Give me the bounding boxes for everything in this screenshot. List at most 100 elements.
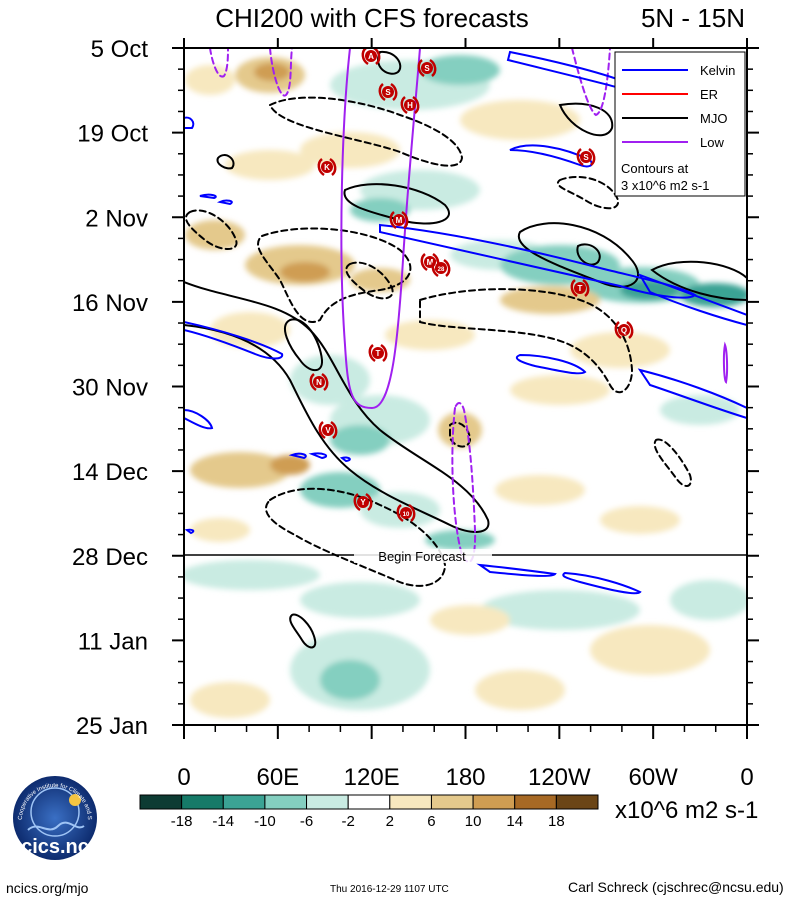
storm-marker: 28 (431, 258, 451, 278)
colorbar-cell (306, 794, 349, 810)
x-tick-label: 0 (177, 764, 190, 791)
storm-arm (309, 372, 329, 392)
x-tick-label: 120W (528, 764, 591, 791)
storm-marker: Q (614, 320, 634, 340)
colorbar-tick-label: 6 (427, 813, 435, 830)
colorbar-cell (514, 794, 557, 810)
storm-marker: K (317, 157, 337, 177)
legend-label-mjo: MJO (700, 111, 727, 126)
y-tick-label: 30 Nov (72, 375, 148, 402)
storm-label: T (376, 349, 381, 358)
legend-label-er: ER (700, 87, 718, 102)
storm-label: Y (360, 498, 366, 507)
storm-dot (421, 62, 433, 74)
storm-arm (417, 58, 437, 78)
storm-label: S (424, 64, 430, 73)
storm-marker: V (318, 420, 338, 440)
contour-lines (184, 48, 747, 649)
storm-label: T (578, 284, 583, 293)
storm-dot (574, 282, 586, 294)
colorbar-cell (181, 794, 224, 810)
storm-arm (576, 147, 596, 167)
storm-marker: S (378, 82, 398, 102)
legend-note-line2: 3 x10^6 m2 s-1 (621, 178, 709, 193)
colorbar-tick-label: -6 (300, 813, 313, 830)
storm-label: 28 (438, 267, 445, 273)
colorbar: -18 -14 -10 -6 -2 2 6 10 14 18 (139, 794, 599, 830)
storm-dot (321, 161, 333, 173)
colorbar-tick-label: 10 (465, 813, 482, 830)
storm-dot (580, 151, 592, 163)
y-tick-label: 16 Nov (72, 290, 148, 317)
storm-label: M (396, 216, 403, 225)
y-tick-label: 14 Dec (72, 459, 148, 486)
y-tick-label: 19 Oct (77, 121, 148, 148)
storm-marker: H (400, 95, 420, 115)
storm-label: S (385, 88, 391, 97)
storm-marker: T (570, 278, 590, 298)
y-tick-label: 2 Nov (85, 205, 148, 232)
storm-dot (322, 424, 334, 436)
y-tick-label: 28 Dec (72, 544, 148, 571)
storm-marker: M (389, 210, 409, 230)
storm-arm (614, 320, 634, 340)
storm-arm (400, 95, 420, 115)
storm-label: M (427, 258, 434, 267)
storm-arm (318, 420, 338, 440)
storm-arm (431, 258, 451, 278)
y-axis: 5 Oct 19 Oct 2 Nov 16 Nov 30 Nov 14 Dec 28 Dec… (72, 36, 759, 740)
logo-inner-ring (30, 787, 80, 837)
colorbar-cell (555, 794, 599, 810)
x-tick-label: 60W (628, 764, 678, 791)
legend-note-line1: Contours at (621, 161, 689, 176)
storm-label: K (324, 163, 330, 172)
colorbar-tick-label: 2 (386, 813, 394, 830)
storm-label: Q (621, 326, 627, 335)
colorbar-cell (347, 794, 391, 810)
storm-marker: N (309, 372, 329, 392)
chart-title: CHI200 with CFS forecasts (215, 3, 529, 33)
y-tick-label: 25 Jan (76, 713, 148, 740)
storm-dot (404, 99, 416, 111)
legend-label-low: Low (700, 135, 724, 150)
colorbar-tick-label: -18 (171, 813, 193, 830)
footer-author: Carl Schreck (cjschrec@ncsu.edu) (568, 879, 784, 895)
chart-subtitle: 5N - 15N (641, 3, 745, 33)
storm-marker: Y (353, 492, 373, 512)
storm-arm (389, 210, 409, 230)
storm-markers: A S S H S K M M 28 T Q T N V Y 10 (309, 46, 634, 523)
storm-arm (396, 503, 416, 523)
y-tick-label: 5 Oct (91, 36, 149, 63)
storm-arm (378, 82, 398, 102)
storm-dot (313, 376, 325, 388)
storm-label: S (583, 153, 589, 162)
x-tick-label: 180 (445, 764, 485, 791)
storm-marker: S (576, 147, 596, 167)
footer-site-link[interactable]: ncics.org/mjo (6, 880, 89, 896)
storm-label: N (316, 378, 322, 387)
logo-wave (27, 821, 85, 831)
colorbar-cell (430, 794, 474, 810)
legend-label-kelvin: Kelvin (700, 63, 735, 78)
colorbar-tick-label: -10 (254, 813, 276, 830)
footer-timestamp: Thu 2016-12-29 1107 UTC (330, 884, 449, 895)
storm-dot (365, 50, 377, 62)
colorbar-tick-label: 18 (548, 813, 565, 830)
hovmoller-chart: CHI200 with CFS forecasts 5N - 15N (13, 3, 759, 860)
colorbar-cell (222, 794, 266, 810)
colorbar-cell (389, 794, 432, 810)
storm-marker: T (368, 343, 388, 363)
storm-dot (618, 324, 630, 336)
begin-forecast-label-bg (354, 549, 492, 563)
begin-forecast-label: Begin Forecast (378, 549, 466, 564)
storm-arm (570, 278, 590, 298)
colorbar-cell (264, 794, 308, 810)
colorbar-cell (139, 794, 183, 810)
logo-sun (69, 794, 81, 806)
storm-arm (317, 157, 337, 177)
storm-arm (361, 46, 381, 66)
legend-box (614, 51, 746, 197)
storm-label: V (325, 426, 331, 435)
x-tick-label: 120E (344, 764, 400, 791)
x-tick-label: 0 (740, 764, 753, 791)
